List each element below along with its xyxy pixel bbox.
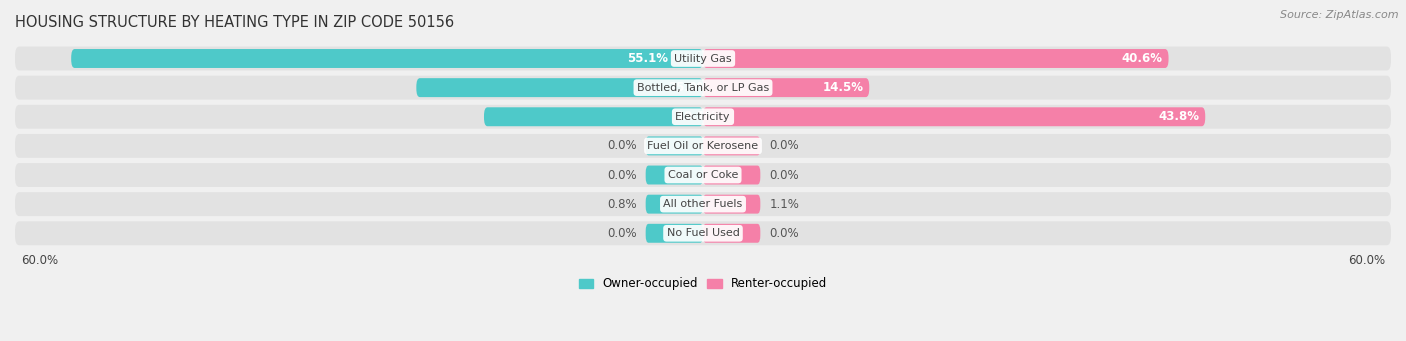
FancyBboxPatch shape [703, 49, 1168, 68]
FancyBboxPatch shape [703, 224, 761, 243]
Text: 0.0%: 0.0% [769, 139, 799, 152]
FancyBboxPatch shape [15, 76, 1391, 100]
FancyBboxPatch shape [416, 78, 703, 97]
Text: Fuel Oil or Kerosene: Fuel Oil or Kerosene [647, 141, 759, 151]
Text: Electricity: Electricity [675, 112, 731, 122]
Text: 0.0%: 0.0% [769, 168, 799, 181]
FancyBboxPatch shape [703, 166, 761, 184]
FancyBboxPatch shape [703, 78, 869, 97]
FancyBboxPatch shape [15, 192, 1391, 216]
Text: 40.6%: 40.6% [1122, 52, 1163, 65]
FancyBboxPatch shape [72, 49, 703, 68]
FancyBboxPatch shape [15, 134, 1391, 158]
Text: Coal or Coke: Coal or Coke [668, 170, 738, 180]
Text: 19.1%: 19.1% [676, 110, 717, 123]
Text: 55.1%: 55.1% [627, 52, 668, 65]
FancyBboxPatch shape [645, 195, 703, 213]
FancyBboxPatch shape [484, 107, 703, 126]
FancyBboxPatch shape [645, 136, 703, 155]
FancyBboxPatch shape [15, 105, 1391, 129]
FancyBboxPatch shape [15, 163, 1391, 187]
Text: 60.0%: 60.0% [1348, 254, 1385, 267]
FancyBboxPatch shape [645, 166, 703, 184]
Text: 0.8%: 0.8% [607, 198, 637, 211]
Text: Bottled, Tank, or LP Gas: Bottled, Tank, or LP Gas [637, 83, 769, 93]
Text: 0.0%: 0.0% [607, 168, 637, 181]
Text: No Fuel Used: No Fuel Used [666, 228, 740, 238]
Text: HOUSING STRUCTURE BY HEATING TYPE IN ZIP CODE 50156: HOUSING STRUCTURE BY HEATING TYPE IN ZIP… [15, 15, 454, 30]
Text: 43.8%: 43.8% [1159, 110, 1199, 123]
FancyBboxPatch shape [703, 107, 1205, 126]
Legend: Owner-occupied, Renter-occupied: Owner-occupied, Renter-occupied [574, 273, 832, 295]
Text: 0.0%: 0.0% [769, 227, 799, 240]
FancyBboxPatch shape [15, 47, 1391, 71]
Text: 25.0%: 25.0% [669, 81, 710, 94]
Text: 14.5%: 14.5% [823, 81, 863, 94]
Text: 1.1%: 1.1% [769, 198, 800, 211]
Text: Utility Gas: Utility Gas [675, 54, 731, 63]
Text: 0.0%: 0.0% [607, 227, 637, 240]
Text: Source: ZipAtlas.com: Source: ZipAtlas.com [1281, 10, 1399, 20]
FancyBboxPatch shape [703, 195, 761, 213]
FancyBboxPatch shape [703, 136, 761, 155]
FancyBboxPatch shape [645, 224, 703, 243]
Text: 60.0%: 60.0% [21, 254, 58, 267]
Text: 0.0%: 0.0% [607, 139, 637, 152]
FancyBboxPatch shape [15, 221, 1391, 245]
Text: All other Fuels: All other Fuels [664, 199, 742, 209]
